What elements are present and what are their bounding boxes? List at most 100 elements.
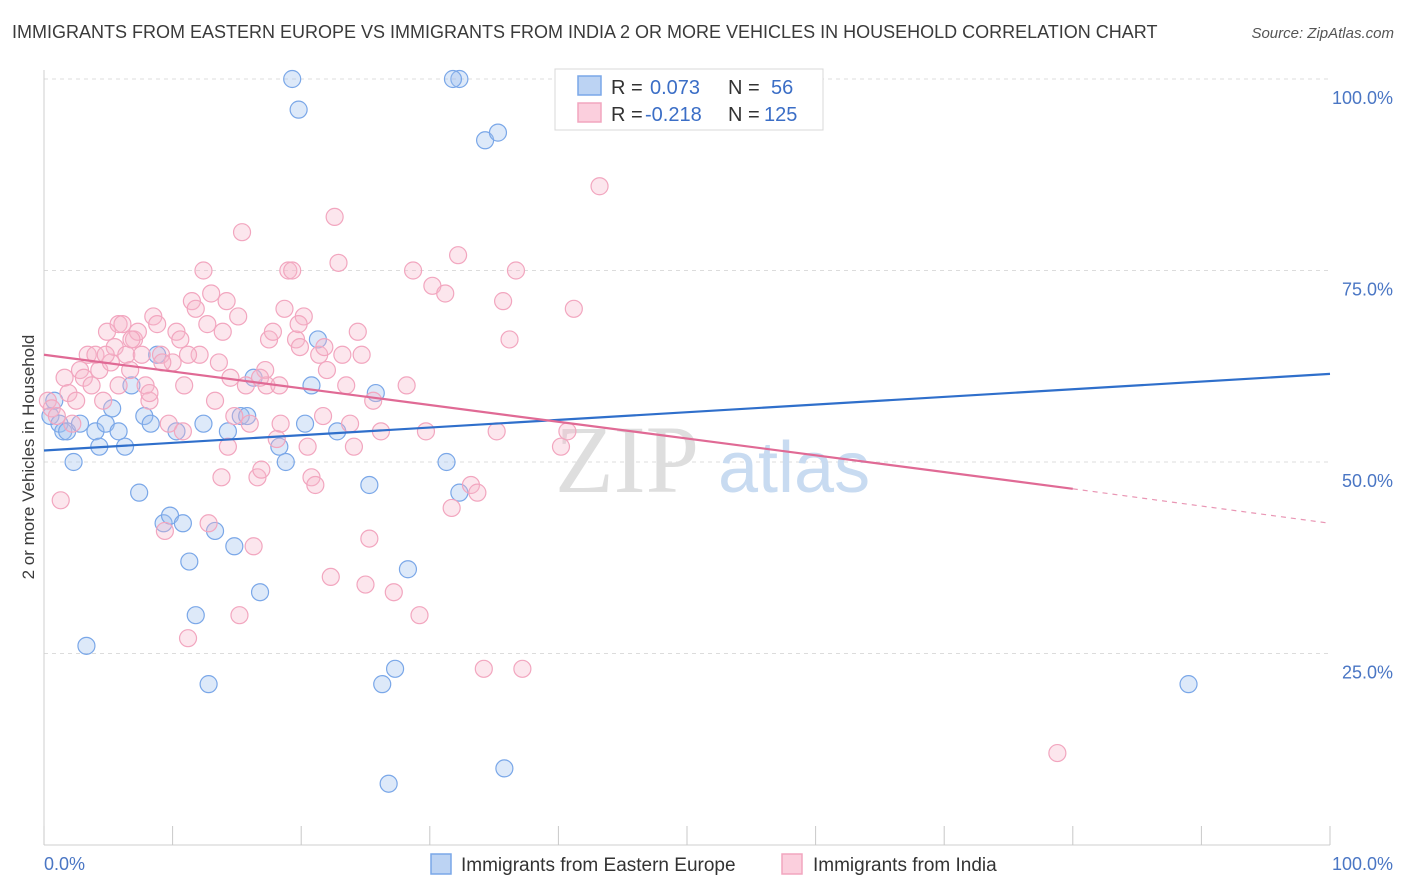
legend-n-label-1: N = bbox=[728, 104, 760, 126]
point-s1-100 bbox=[500, 330, 519, 349]
point-s0-15 bbox=[130, 483, 149, 502]
point-s1-107 bbox=[230, 606, 249, 625]
point-s1-99 bbox=[494, 292, 513, 311]
point-s0-21 bbox=[167, 422, 186, 441]
point-s0-25 bbox=[194, 414, 213, 433]
point-s0-29 bbox=[225, 537, 244, 556]
point-s1-82 bbox=[356, 575, 375, 594]
point-s1-116 bbox=[173, 422, 192, 441]
legend-r-label-0: R = bbox=[611, 77, 643, 99]
point-s1-26 bbox=[140, 391, 159, 410]
point-s1-97 bbox=[474, 659, 493, 678]
legend-r-value-0: 0.073 bbox=[650, 77, 700, 99]
point-s1-2 bbox=[47, 406, 66, 426]
point-s1-3 bbox=[51, 491, 70, 510]
point-s0-51 bbox=[495, 759, 514, 778]
point-s1-114 bbox=[315, 338, 334, 357]
point-s1-90 bbox=[416, 422, 436, 441]
point-s1-48 bbox=[225, 406, 244, 426]
point-s1-104 bbox=[558, 422, 577, 441]
point-s0-54 bbox=[1179, 675, 1198, 694]
legend-swatch-india bbox=[577, 102, 602, 123]
point-s1-76 bbox=[333, 345, 352, 364]
point-s1-65 bbox=[290, 338, 310, 357]
point-s1-55 bbox=[252, 460, 271, 479]
trend-line-s1 bbox=[43, 353, 1073, 490]
point-s0-42 bbox=[360, 475, 379, 495]
point-s1-24 bbox=[132, 345, 151, 364]
point-s0-37 bbox=[289, 100, 308, 119]
point-s0-38 bbox=[295, 414, 315, 433]
point-s0-35 bbox=[276, 452, 295, 472]
point-s1-40 bbox=[194, 261, 213, 280]
point-s1-30 bbox=[155, 521, 174, 541]
y-tick-label-50: 50.0% bbox=[1342, 471, 1393, 491]
point-s1-96 bbox=[468, 483, 487, 502]
point-s1-31 bbox=[159, 414, 178, 433]
point-s0-6 bbox=[70, 414, 90, 433]
legend-stats: R = 0.073 N = 56 R = -0.218 N = 125 bbox=[554, 68, 824, 131]
point-s0-28 bbox=[218, 422, 237, 441]
point-s1-18 bbox=[109, 315, 128, 334]
point-s1-73 bbox=[321, 567, 340, 587]
point-s1-88 bbox=[403, 261, 423, 280]
point-s0-47 bbox=[437, 452, 456, 472]
point-s1-62 bbox=[279, 261, 298, 280]
point-s1-43 bbox=[205, 391, 225, 410]
point-s1-71 bbox=[313, 406, 333, 426]
point-s0-26 bbox=[199, 675, 218, 694]
trend-line-s0 bbox=[43, 372, 1331, 452]
point-s1-87 bbox=[397, 376, 416, 395]
point-s0-53 bbox=[450, 69, 469, 89]
point-s1-46 bbox=[217, 292, 236, 311]
x-ticks bbox=[43, 826, 1331, 845]
point-s0-17 bbox=[141, 414, 160, 433]
point-s1-11 bbox=[82, 376, 101, 395]
point-s1-49 bbox=[229, 307, 248, 326]
point-s0-23 bbox=[180, 552, 199, 571]
point-s1-121 bbox=[109, 376, 128, 395]
point-s1-93 bbox=[442, 498, 461, 518]
legend-r-label-1: R = bbox=[611, 104, 643, 126]
point-s1-58 bbox=[263, 322, 283, 341]
series-india-points bbox=[38, 177, 1067, 763]
trend-lines bbox=[43, 353, 1331, 524]
point-s1-74 bbox=[325, 207, 344, 226]
bottom-legend-swatch-eastern-europe bbox=[430, 853, 452, 875]
point-s1-94 bbox=[448, 246, 468, 265]
point-s0-33 bbox=[250, 583, 270, 602]
point-s1-34 bbox=[171, 330, 190, 349]
legend-n-label-0: N = bbox=[728, 77, 760, 99]
point-s1-14 bbox=[94, 391, 113, 410]
point-s1-110 bbox=[218, 437, 237, 456]
point-s1-41 bbox=[198, 315, 217, 334]
y-tick-label-75: 75.0% bbox=[1342, 280, 1393, 300]
point-s1-101 bbox=[506, 261, 526, 280]
point-s0-12 bbox=[109, 422, 128, 441]
point-s1-7 bbox=[67, 391, 86, 410]
chart-source: Source: ZipAtlas.com bbox=[1251, 25, 1394, 42]
point-s1-108 bbox=[212, 468, 231, 487]
point-s1-69 bbox=[306, 475, 325, 495]
point-s1-80 bbox=[348, 322, 367, 341]
x-tick-label-max: 100.0% bbox=[1332, 854, 1393, 874]
trend-line-dashed-s1 bbox=[1072, 488, 1331, 524]
bottom-legend-label-eastern-europe: Immigrants from Eastern Europe bbox=[461, 855, 736, 876]
point-s1-36 bbox=[178, 629, 198, 648]
point-s1-53 bbox=[244, 537, 263, 556]
legend-n-value-0: 56 bbox=[771, 77, 793, 99]
series-eastern-europe-points bbox=[41, 69, 1198, 793]
point-s0-52 bbox=[379, 774, 398, 793]
watermark-zip: ZIP bbox=[555, 406, 699, 513]
point-s1-117 bbox=[178, 345, 198, 364]
grid bbox=[44, 78, 1330, 654]
point-s1-103 bbox=[551, 437, 571, 456]
point-s0-8 bbox=[86, 422, 105, 441]
point-s0-14 bbox=[122, 376, 141, 395]
point-s1-77 bbox=[337, 376, 356, 395]
point-s1-98 bbox=[487, 422, 506, 441]
point-s1-123 bbox=[1048, 743, 1067, 763]
x-tick-label-min: 0.0% bbox=[44, 854, 85, 874]
point-s1-92 bbox=[436, 284, 455, 303]
